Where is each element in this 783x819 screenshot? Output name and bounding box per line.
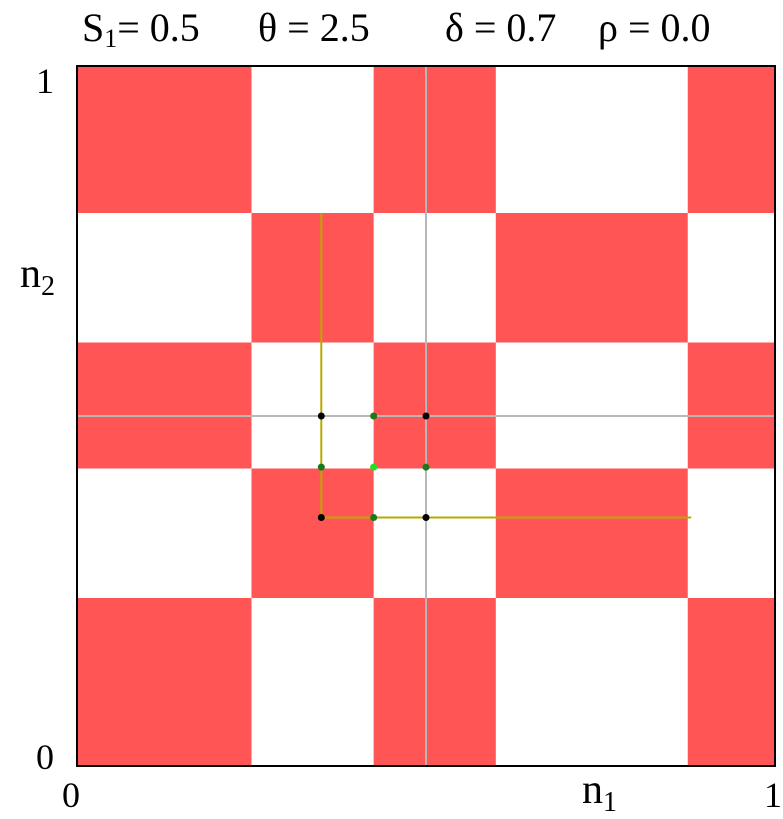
y-axis-label: n2	[20, 251, 55, 302]
data-point	[317, 463, 325, 471]
param-s1: S1= 0.5	[82, 5, 200, 53]
filled-cell	[373, 342, 496, 469]
data-point	[422, 463, 430, 471]
filled-cell	[77, 66, 252, 213]
parameter-header: S1= 0.5 θ = 2.5 δ = 0.7 ρ = 0.0	[0, 0, 783, 60]
points-layer	[317, 412, 430, 521]
data-point	[317, 412, 325, 420]
x-tick-left: 0	[62, 775, 80, 815]
filled-cell	[77, 342, 252, 469]
data-point	[422, 412, 430, 420]
y-tick-bottom: 0	[36, 737, 54, 777]
filled-cell	[77, 598, 252, 766]
filled-cell	[687, 66, 775, 213]
x-axis-label: n1	[582, 767, 617, 818]
param-delta: δ = 0.7	[445, 5, 557, 50]
filled-cell	[251, 213, 374, 343]
plot-frame	[76, 65, 776, 767]
data-point	[317, 514, 325, 521]
filled-cell	[373, 598, 496, 766]
y-tick-top: 1	[36, 61, 54, 101]
filled-cell	[495, 213, 688, 343]
filled-cell	[251, 468, 374, 598]
data-point	[370, 514, 378, 521]
param-theta: θ = 2.5	[258, 5, 370, 50]
x-tick-right: 1	[764, 775, 782, 815]
filled-cell	[687, 342, 775, 469]
data-point	[422, 514, 430, 521]
data-point	[370, 412, 378, 420]
filled-cell	[373, 66, 496, 213]
filled-cell	[687, 598, 775, 766]
param-rho: ρ = 0.0	[598, 5, 711, 50]
data-point	[370, 463, 378, 471]
filled-cell	[495, 468, 688, 598]
